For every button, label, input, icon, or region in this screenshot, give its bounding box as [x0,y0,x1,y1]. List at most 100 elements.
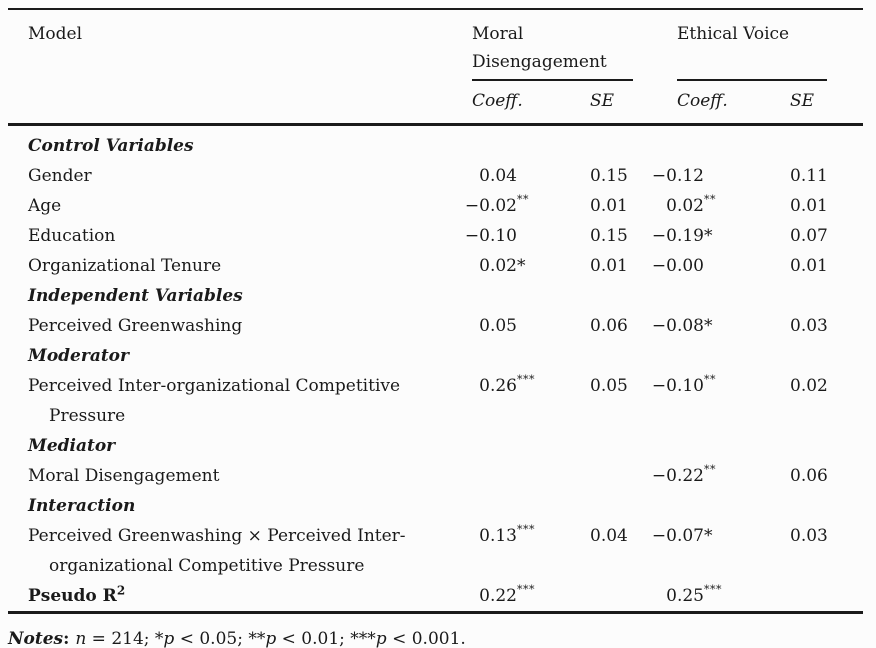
ev-coeff-cell: −0.00 [648,251,763,281]
coefficient-value: −0.10 [464,226,517,246]
notes-segment: : [63,629,76,648]
subheader-md-coeff: Coeff. [458,81,578,126]
ev-coeff-cell: 0.25*** [648,581,763,613]
coefficient-value: 0.02 [479,256,517,276]
significance-stars: *** [517,523,535,537]
coefficient-value: −0.02 [464,196,517,216]
md-coeff-cell: −0.02** [458,191,578,221]
table-row-perceived-greenwashing-perceived-inter-organizational-competitive-pressure: Perceived Greenwashing × Perceived Inter… [8,521,863,581]
table-row-moral-disengagement: Moral Disengagement −0.22** 0.06 [8,461,863,491]
table-row-perceived-inter-organizational-competitive-pressure: Perceived Inter-organizational Competiti… [8,371,863,431]
section-row-moderator: Moderator [8,341,863,371]
md-se-cell: 0.06 [590,316,628,336]
significance-stars: ** [704,193,716,207]
ev-se-cell: 0.11 [790,166,828,186]
row-label: Perceived Greenwashing × Perceived Inter… [28,526,406,576]
md-coeff-cell: −0.10 [458,221,578,251]
md-coeff-cell [458,125,578,162]
ev-se-cell [763,431,863,461]
md-se-cell: 0.01 [590,196,628,216]
table-row-perceived-greenwashing: Perceived Greenwashing 0.05 0.06 −0.08* 0.03 [8,311,863,341]
subheader-ev-se: SE [763,81,863,126]
ev-se-cell [763,341,863,371]
coefficient-value: −0.08 [651,316,704,336]
significance-stars: ** [704,373,716,387]
significance-stars: ** [517,193,529,207]
row-label: Interaction [28,496,136,516]
regression-results-table: Model Moral Disengagement Ethical Voice … [8,8,863,614]
row-label: Pseudo R2 [28,583,126,606]
coefficient-value: −0.00 [651,256,704,276]
ev-se-cell [763,125,863,162]
ev-se-cell: 0.07 [790,226,828,246]
significance-stars: * [517,256,526,276]
md-coeff-cell: 0.05 [458,311,578,341]
notes-segment: n [75,629,87,648]
column-group-moral-disengagement: Moral Disengagement [458,9,648,81]
coefficient-value: −0.07 [651,526,704,546]
ev-coeff-cell [648,431,763,461]
ev-se-cell: 0.01 [790,256,828,276]
row-label: Independent Variables [28,286,243,306]
notes-segment: < 0.01; *** [276,629,376,648]
section-row-mediator: Mediator [8,431,863,461]
ev-se-cell: 0.03 [790,316,828,336]
coefficient-value: 0.04 [479,166,517,186]
notes-segment: = 214; * [86,629,164,648]
subheader-row: Coeff. SE Coeff. SE [8,81,863,126]
md-coeff-cell: 0.04 [458,161,578,191]
notes-segment: Notes [8,629,64,648]
ev-se-cell: 0.03 [790,526,828,546]
md-se-cell [578,461,648,491]
group-underline [472,79,633,81]
md-se-cell: 0.01 [590,256,628,276]
group-underline [677,79,827,81]
row-label: Mediator [28,436,116,456]
notes-segment: < 0.05; ** [174,629,266,648]
subheader-ev-coeff: Coeff. [648,81,763,126]
ev-coeff-cell: −0.22** [648,461,763,491]
row-label: Age [28,196,62,216]
group-header-row: Model Moral Disengagement Ethical Voice [8,9,863,81]
md-se-cell: 0.15 [590,226,628,246]
md-se-cell: 0.15 [590,166,628,186]
coefficient-value: 0.22 [479,586,517,606]
section-row-control-variables: Control Variables [8,125,863,162]
md-se-cell [578,431,648,461]
md-se-cell [578,341,648,371]
coefficient-value: 0.26 [479,376,517,396]
coefficient-value: −0.12 [651,166,704,186]
ev-se-cell: 0.01 [790,196,828,216]
ev-coeff-cell: −0.12 [648,161,763,191]
md-se-cell: 0.04 [590,526,628,546]
coefficient-value: −0.19 [651,226,704,246]
md-coeff-cell [458,461,578,491]
ev-coeff-cell [648,491,763,521]
ev-coeff-cell [648,341,763,371]
coefficient-value: −0.10 [651,376,704,396]
md-se-cell [578,281,648,311]
table-row-pseudo-r: Pseudo R2 0.22*** 0.25*** [8,581,863,613]
row-label: Moderator [28,346,129,366]
row-label: Control Variables [28,136,194,156]
ev-se-cell [763,581,863,613]
ev-se-cell [763,281,863,311]
column-group-ethical-voice: Ethical Voice [648,9,863,81]
table-notes: Notes: n = 214; *p < 0.05; **p < 0.01; *… [8,627,876,648]
table-body: Control Variables Gender 0.04 0.15 −0.12 0.11… [8,125,863,613]
row-label: Moral Disengagement [28,466,220,486]
ev-coeff-cell: −0.07* [648,521,763,581]
coefficient-value: 0.05 [479,316,517,336]
ev-se-cell: 0.02 [790,376,828,396]
ev-coeff-cell: −0.08* [648,311,763,341]
ev-se-cell [763,491,863,521]
ev-se-cell: 0.06 [790,466,828,486]
significance-stars: * [704,226,713,246]
significance-stars: * [704,526,713,546]
md-coeff-cell [458,431,578,461]
ev-coeff-cell [648,125,763,162]
md-coeff-cell [458,341,578,371]
coefficient-value: 0.13 [479,526,517,546]
ev-coeff-cell: −0.19* [648,221,763,251]
